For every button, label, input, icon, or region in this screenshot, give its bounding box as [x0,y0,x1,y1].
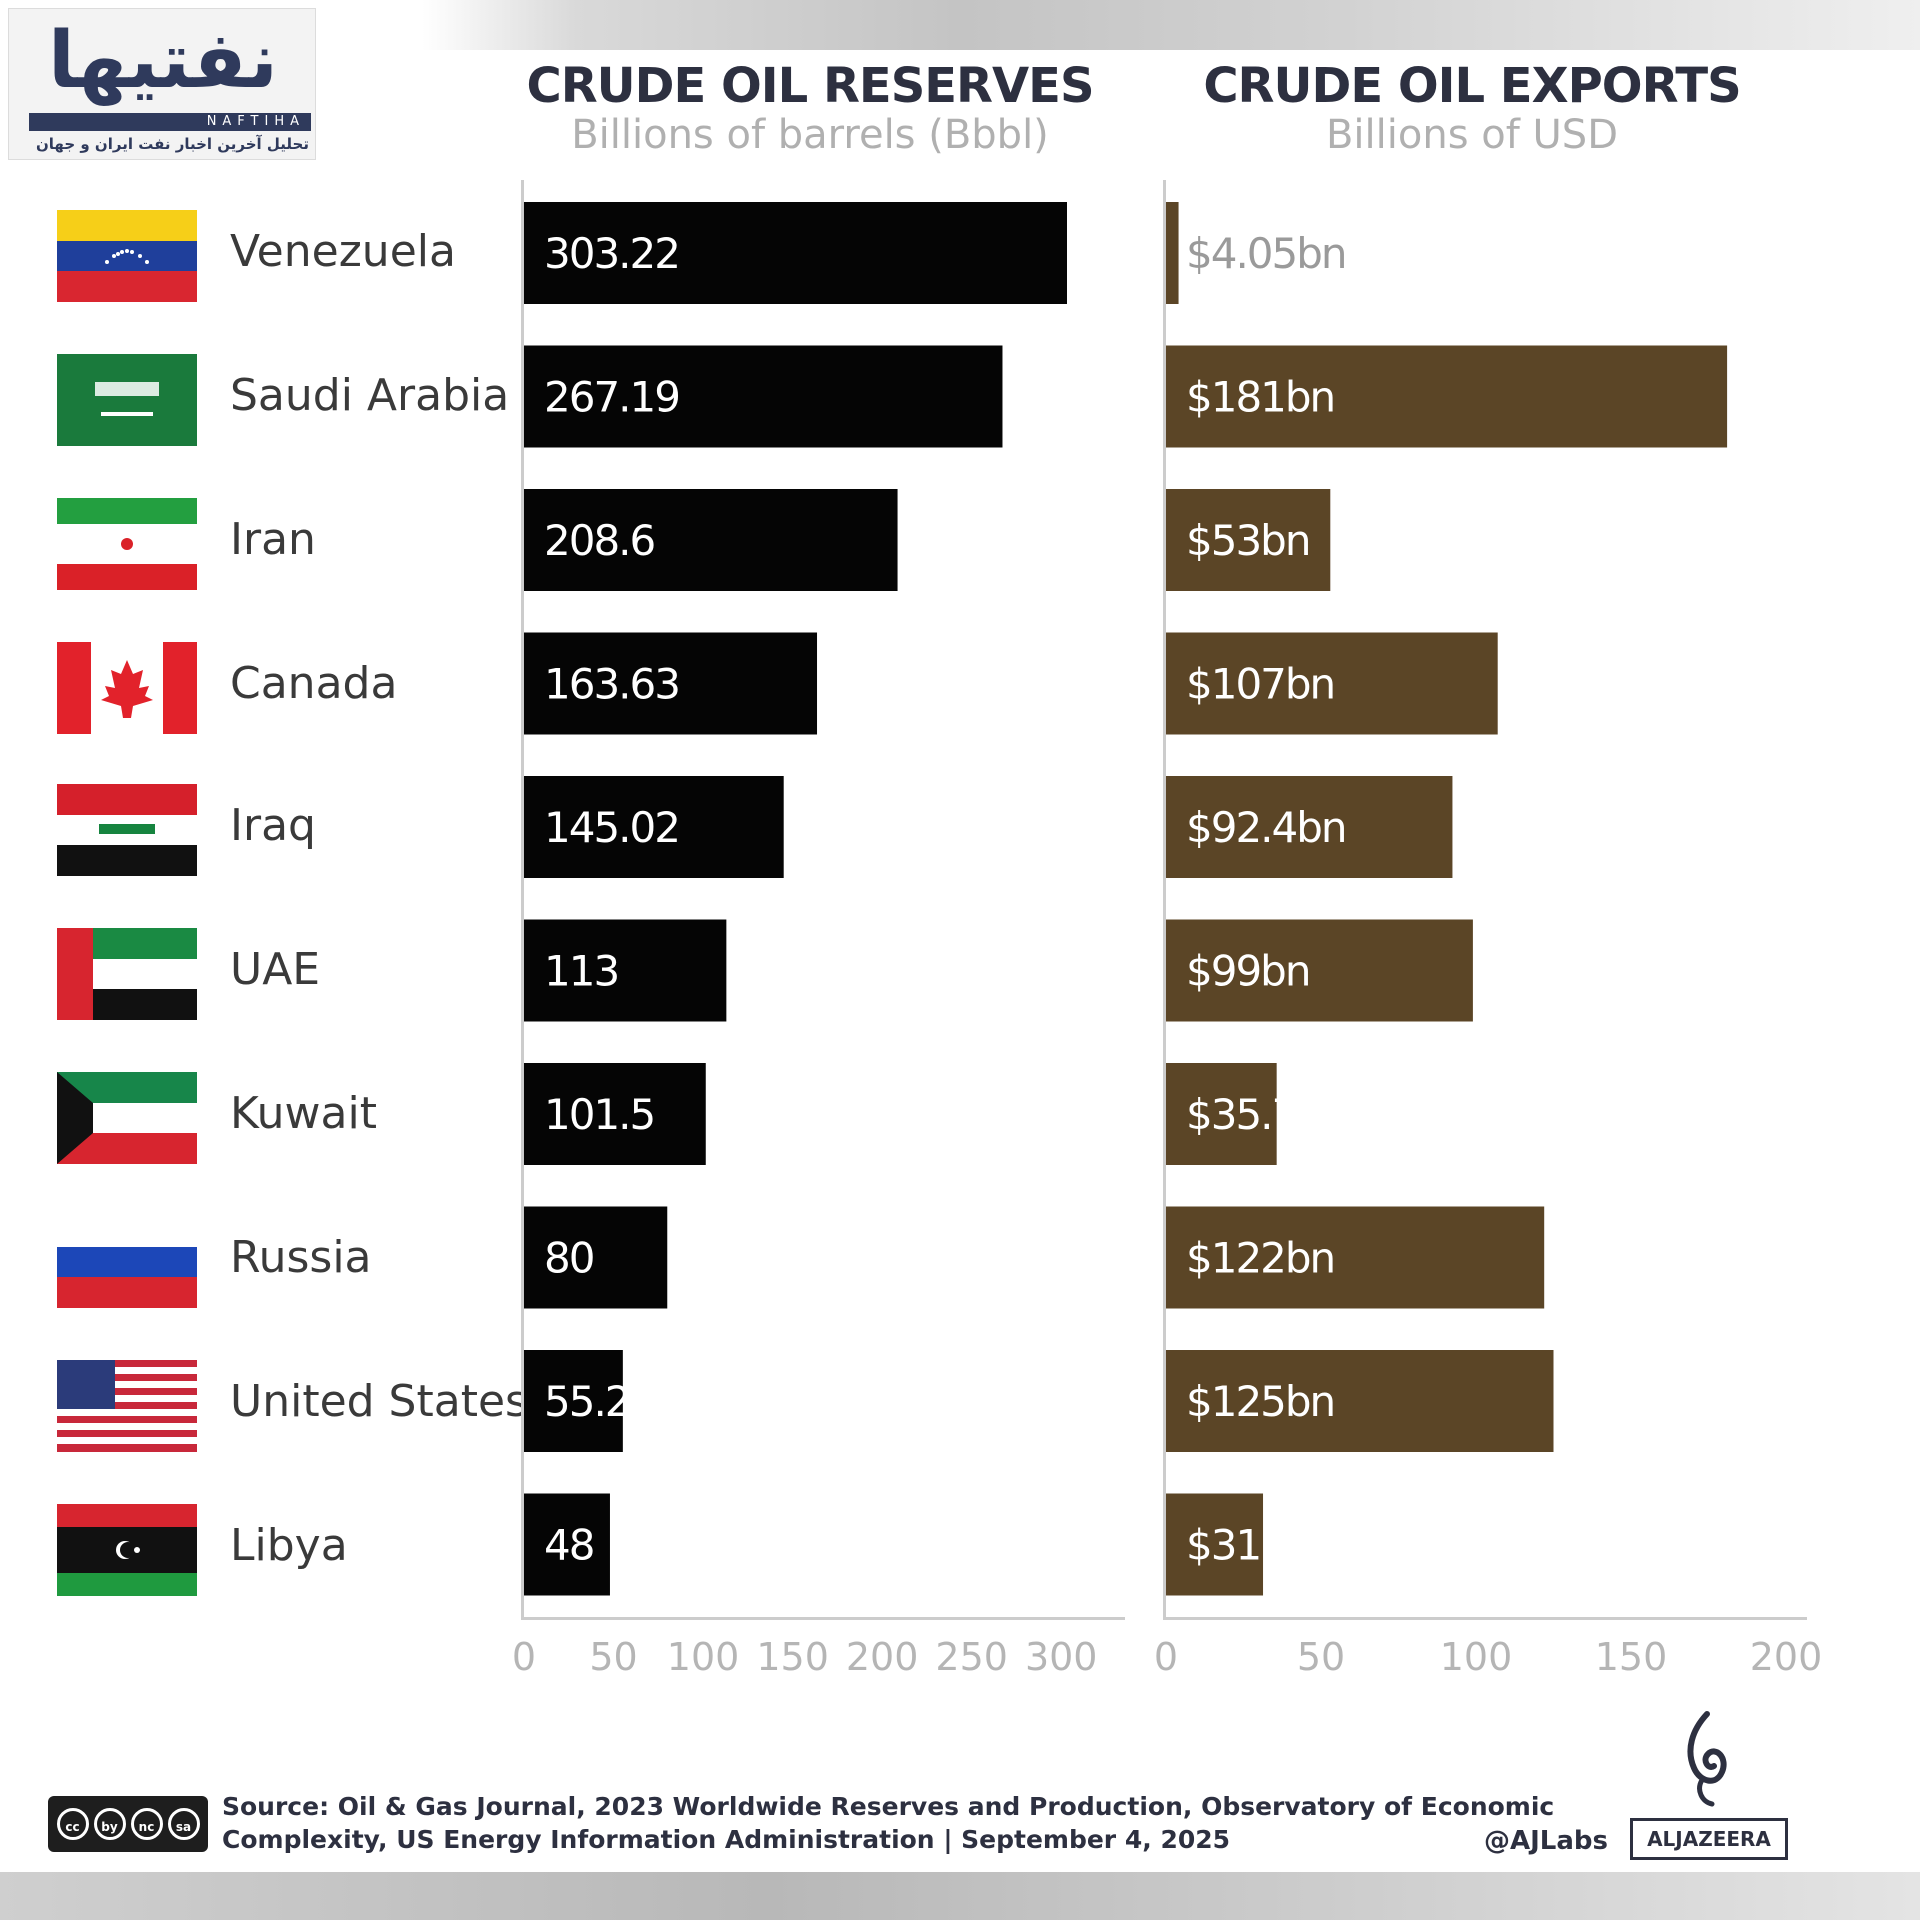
logo-wordmark: نفتیها [48,16,278,106]
exports-y-axis [1163,180,1166,1620]
venezuela-flag [57,210,197,302]
reserves-tick-label: 0 [512,1635,536,1679]
noncommercial-icon: nc [130,1808,163,1840]
country-label-iraq: Iraq [230,800,316,851]
reserves-tick-label: 50 [589,1635,637,1679]
exports-bar-saudi-arabia [1166,345,1728,448]
source-line-1: Source: Oil & Gas Journal, 2023 Worldwid… [222,1792,1555,1821]
reserves-bar-canada [524,632,818,735]
reserves-bar-libya [524,1493,610,1596]
reserves-title: CRUDE OIL RESERVES [526,58,1094,114]
logo-bar [29,113,311,131]
exports-value-label: $181bn [1186,373,1334,422]
exports-tick-label: 0 [1154,1635,1178,1679]
source-note: Source: Oil & Gas Journal, 2023 Worldwid… [222,1790,1562,1856]
exports-tick-label: 150 [1595,1635,1668,1679]
reserves-bar-saudi-arabia [524,345,1003,448]
reserves-tick-label: 150 [756,1635,829,1679]
reserves-bar-kuwait [524,1063,706,1165]
iran-flag [57,498,197,590]
reserves-subtitle: Billions of barrels (Bbbl) [571,112,1049,158]
reserves-tick-label: 200 [846,1635,919,1679]
reserves-value-label: 208.6 [544,516,655,565]
exports-tick-label: 50 [1297,1635,1345,1679]
reserves-bar-russia [524,1206,668,1309]
country-label-saudi-arabia: Saudi Arabia [230,370,510,421]
uae-flag [57,928,197,1020]
exports-tick-label: 100 [1440,1635,1513,1679]
exports-title: CRUDE OIL EXPORTS [1203,58,1741,114]
exports-bar-united-states [1166,1350,1554,1452]
exports-bar-canada [1166,632,1498,735]
reserves-tick-label: 300 [1025,1635,1098,1679]
reserves-value-label: 303.22 [544,229,679,278]
exports-bar-kuwait [1166,1063,1277,1165]
country-label-kuwait: Kuwait [230,1088,377,1139]
reserves-tick-label: 100 [667,1635,740,1679]
attribution-icon: by [93,1808,126,1840]
country-label-iran: Iran [230,514,316,565]
exports-value-label: $92.4bn [1186,803,1346,852]
creative-commons-badge: cc by nc sa [48,1796,208,1852]
source-line-2: Complexity, US Energy Information Admini… [222,1825,1231,1854]
bottom-blur-band [0,1872,1920,1920]
reserves-bar-iraq [524,776,784,878]
reserves-bar-uae [524,919,727,1022]
reserves-value-label: 80 [544,1234,593,1283]
reserves-value-label: 55.2 [544,1377,630,1426]
country-label-libya: Libya [230,1520,348,1571]
reserves-bar-venezuela [524,202,1067,304]
kuwait-flag [57,1072,197,1164]
exports-tick-label: 200 [1750,1635,1823,1679]
reserves-value-label: 48 [544,1521,593,1570]
exports-value-label: $99bn [1186,947,1309,996]
reserves-value-label: 163.63 [544,660,679,709]
reserves-y-axis [521,180,524,1620]
country-label-venezuela: Venezuela [230,226,456,277]
ajlabs-handle: @AJLabs [1484,1826,1608,1856]
exports-bar-iraq [1166,776,1453,878]
united-states-flag [57,1360,197,1452]
exports-value-label: $122bn [1186,1234,1334,1283]
canada-flag [57,642,197,734]
exports-bar-uae [1166,919,1473,1022]
country-label-canada: Canada [230,658,398,709]
logo-tagline: تحلیل آخرین اخبار نفت ایران و جهان [36,135,309,153]
exports-value-label: $4.05bn [1186,229,1346,278]
logo-latin-name: NAFTIHA [206,114,305,129]
aljazeera-mark-icon [1672,1710,1742,1810]
reserves-value-label: 101.5 [544,1090,654,1139]
country-label-united-states: United States [230,1376,528,1427]
cc-icon: cc [56,1808,89,1840]
iraq-flag [57,784,197,876]
reserves-bar-iran [524,489,898,591]
exports-bar-iran [1166,489,1331,591]
country-label-uae: UAE [230,944,321,995]
exports-subtitle: Billions of USD [1325,112,1618,158]
exports-value-label: $125bn [1186,1377,1334,1426]
country-label-russia: Russia [230,1232,372,1283]
exports-bar-venezuela [1166,202,1179,304]
reserves-tick-label: 250 [935,1635,1008,1679]
russia-flag [57,1216,197,1308]
exports-x-axis [1163,1617,1807,1620]
reserves-bar-united-states [524,1350,623,1452]
reserves-value-label: 267.19 [544,373,679,422]
sharealike-icon: sa [167,1808,200,1840]
exports-bar-russia [1166,1206,1545,1309]
exports-value-label: $31.3bn [1186,1521,1346,1570]
libya-flag [57,1504,197,1596]
exports-bar-libya [1166,1493,1264,1596]
saudi-arabia-flag [57,354,197,446]
exports-value-label: $53bn [1186,516,1309,565]
reserves-value-label: 113 [544,947,618,996]
naftiha-logo: نفتیها NAFTIHA تحلیل آخرین اخبار نفت ایر… [8,8,316,160]
top-blur-band [0,0,1920,50]
reserves-x-axis [521,1617,1125,1620]
exports-value-label: $35.7bn [1186,1090,1346,1139]
exports-value-label: $107bn [1186,660,1334,709]
reserves-value-label: 145.02 [544,803,679,852]
aljazeera-brand: ALJAZEERA [1630,1818,1788,1860]
